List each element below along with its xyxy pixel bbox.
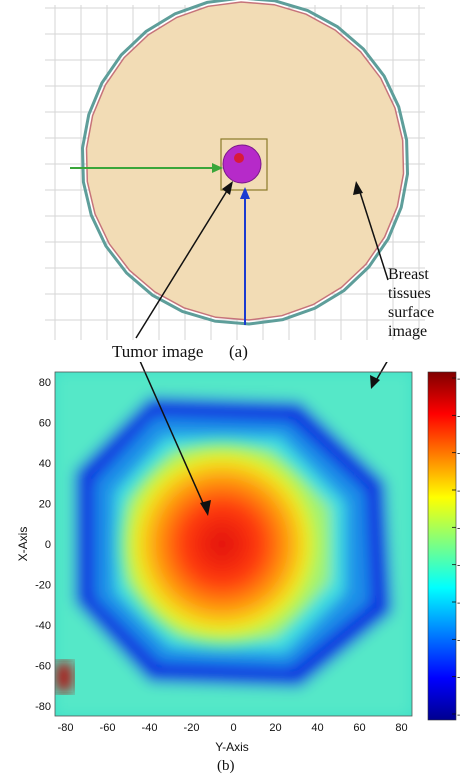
plot-frame (54, 371, 413, 717)
colorbar-tick-label: -1 (457, 486, 460, 497)
breast-pointer-arrowhead (353, 181, 363, 195)
y-tick-label: 0 (45, 539, 51, 551)
colorbar-tick-label: -1 (457, 523, 460, 534)
x-tick-label: -40 (142, 722, 158, 734)
x-tick-label: 20 (269, 722, 281, 734)
colorbar-tick-label: -6 (457, 374, 460, 385)
heatmap-figure: 80 60 40 20 0 -20 -40 -60 -80 -80 -60 -40 -20 0 20 40 6… (16, 362, 460, 754)
colorbar-tick-label: -1 (457, 561, 460, 572)
outer-tissue-ring (80, 0, 410, 326)
tumor-core (234, 153, 244, 163)
breast-heatmap-arrowhead (370, 375, 380, 389)
breast-label-line-1: Breast (388, 266, 429, 283)
breast-label-line-4: image (388, 323, 428, 340)
y-tick-labels: 80 60 40 20 0 -20 -40 -60 -80 (35, 377, 51, 713)
y-tick-label: -20 (35, 579, 51, 591)
y-tick-label: 80 (39, 377, 51, 389)
y-tick-label: -60 (35, 660, 51, 672)
colorbar-tick-label: -1 (457, 449, 460, 460)
simulation-model-figure (45, 0, 425, 340)
y-tick-label: 40 (39, 458, 51, 470)
colorbar-tick-label: -1 (457, 411, 460, 422)
breast-pointer-arrow (357, 185, 389, 281)
x-tick-label: 60 (353, 722, 365, 734)
x-tick-labels: -80 -60 -40 -20 0 20 40 60 80 (58, 722, 408, 734)
x-tick-label: -20 (184, 722, 200, 734)
colorbar-tick-label: -2 (457, 673, 460, 684)
tumor-pointer-arrowhead (222, 181, 233, 195)
dark-red-corner-artifact (55, 662, 73, 692)
tumor-heatmap-arrow (139, 362, 207, 511)
breast-tissues-label: Breast tissues surface image (388, 265, 434, 341)
colorbar-tick-labels: -6 -1 -1 -1 -1 -1 -2 -2 -2 -2 (452, 374, 460, 721)
y-axis-label: X-Axis (16, 527, 30, 562)
colorbar-tick-label: -2 (457, 635, 460, 646)
heatmap-plot-area (55, 372, 412, 716)
tumor-image-label: Tumor image (112, 342, 204, 361)
y-tick-label: 60 (39, 418, 51, 430)
tumor-sphere (222, 144, 262, 184)
colorbar (427, 371, 457, 721)
breast-label-line-2: tissues (388, 285, 431, 302)
tumor-heatmap-arrowhead (200, 500, 211, 516)
x-tick-label: -80 (58, 722, 74, 734)
probe-green-arrowhead (212, 163, 223, 173)
x-tick-label: 0 (230, 722, 236, 734)
y-tick-label: -80 (35, 701, 51, 713)
y-tick-label: -40 (35, 620, 51, 632)
x-tick-label: -60 (100, 722, 116, 734)
colorbar-tick-label: -2 (457, 710, 460, 721)
figure-a-label: (a) (229, 342, 248, 361)
x-tick-label: 80 (395, 722, 407, 734)
x-tick-label: 40 (311, 722, 323, 734)
colorbar-tick-label: -2 (457, 598, 460, 609)
y-tick-label: 20 (39, 499, 51, 511)
tumor-hotspot (114, 436, 330, 652)
figure-b-label: (b) (217, 758, 235, 774)
x-axis-label: Y-Axis (215, 740, 249, 754)
probe-blue-arrowhead (240, 187, 250, 199)
tumor-pointer-arrow (135, 185, 231, 339)
breast-label-line-3: surface (388, 304, 435, 321)
